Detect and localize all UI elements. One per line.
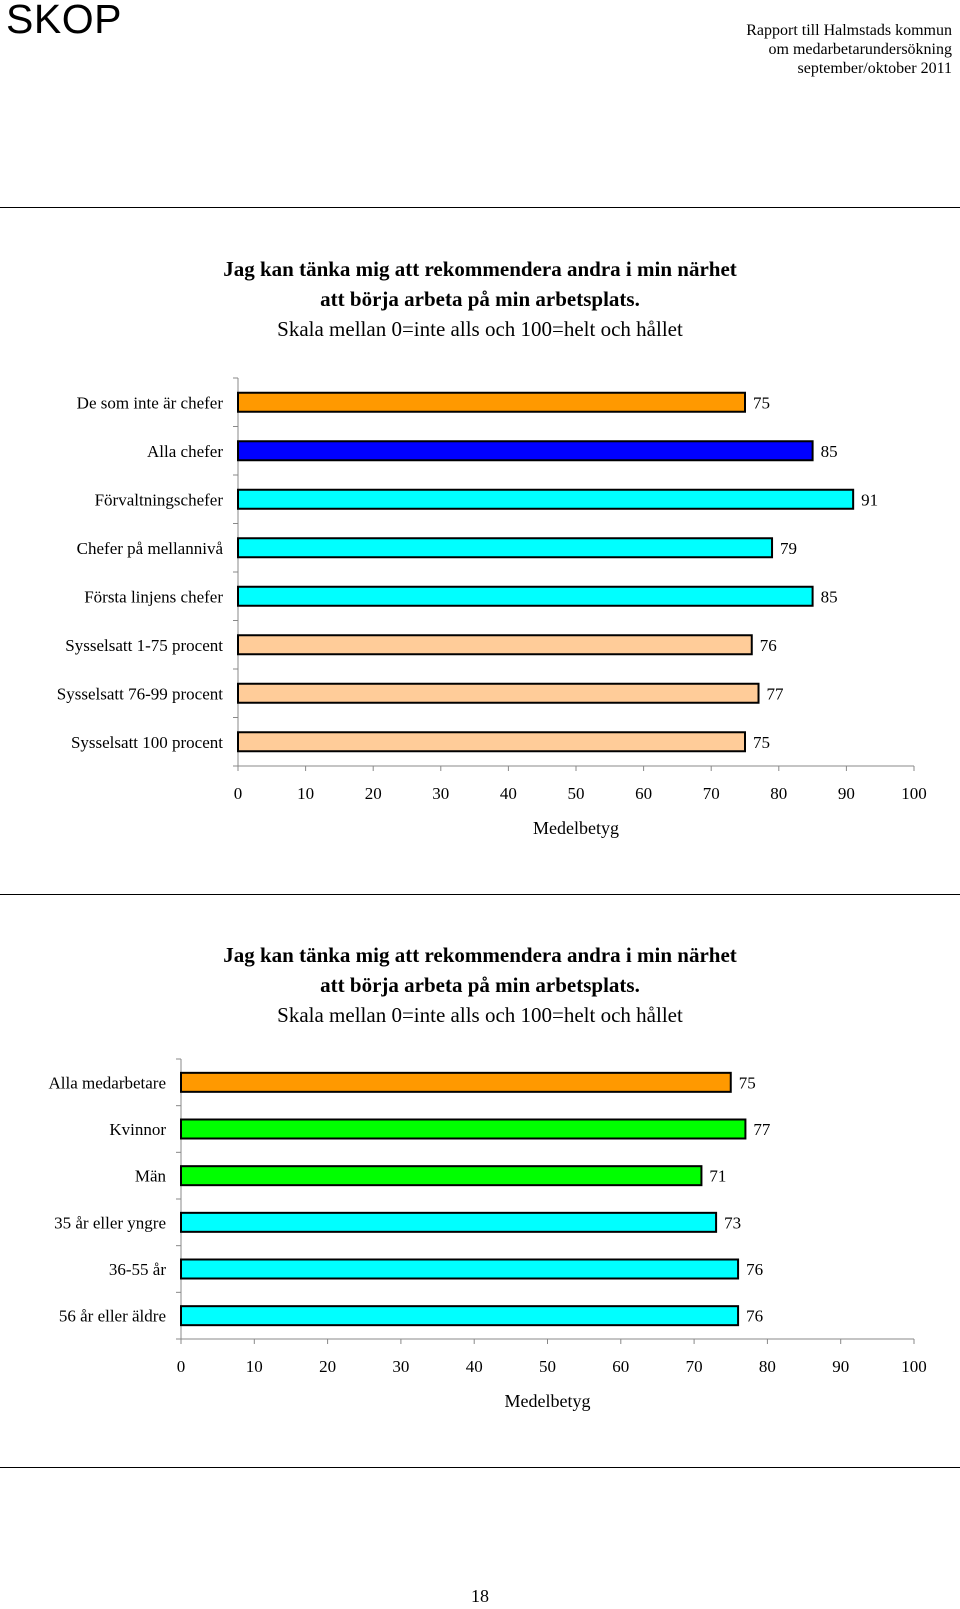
chart-title-line2: att börja arbeta på min arbetsplats. <box>320 973 640 997</box>
x-tick-label: 80 <box>770 784 787 803</box>
value-label: 73 <box>724 1213 741 1232</box>
value-label: 77 <box>767 684 785 703</box>
bar <box>237 682 760 704</box>
value-label: 79 <box>780 539 797 558</box>
x-tick-label: 60 <box>635 784 652 803</box>
chart-title: Jag kan tänka mig att rekommendera andra… <box>0 940 960 1030</box>
x-tick-label: 100 <box>901 784 927 803</box>
x-tick-label: 10 <box>246 1357 263 1376</box>
skop-logo: SKOP <box>6 0 122 42</box>
x-tick-label: 10 <box>297 784 314 803</box>
chart-title: Jag kan tänka mig att rekommendera andra… <box>0 254 960 344</box>
category-label: Förvaltningschefer <box>95 490 224 509</box>
category-label: Sysselsatt 1-75 procent <box>65 636 223 655</box>
x-tick-label: 0 <box>177 1357 186 1376</box>
value-label: 91 <box>861 490 878 509</box>
chart-gender-age: Jag kan tänka mig att rekommendera andra… <box>0 936 960 1436</box>
value-label: 76 <box>746 1260 763 1279</box>
x-tick-label: 90 <box>838 784 855 803</box>
value-label: 77 <box>753 1120 771 1139</box>
bar <box>237 537 774 559</box>
value-label: 75 <box>753 733 770 752</box>
bar <box>180 1118 747 1140</box>
category-label: Alla medarbetare <box>48 1073 166 1092</box>
bar <box>237 585 814 607</box>
category-label: Män <box>135 1167 167 1186</box>
chart-plot: 0 10 20 30 40 50 60 70 80 90 100 Medelbetyg Alla med… <box>48 1058 927 1411</box>
bar <box>180 1165 703 1187</box>
category-label: 36-55 år <box>109 1260 166 1279</box>
x-tick-label: 20 <box>365 784 382 803</box>
bar <box>180 1211 718 1233</box>
x-tick-label: 80 <box>759 1357 776 1376</box>
value-label: 85 <box>821 442 838 461</box>
chart-title-line1: Jag kan tänka mig att rekommendera andra… <box>223 943 737 967</box>
bar <box>237 440 814 462</box>
category-label: Första linjens chefer <box>84 587 223 606</box>
report-line: om medarbetarundersökning <box>768 41 953 58</box>
x-axis-title: Medelbetyg <box>505 1391 591 1411</box>
value-label: 75 <box>739 1073 756 1092</box>
report-line: september/oktober 2011 <box>797 60 952 77</box>
divider-middle <box>0 894 960 895</box>
x-tick-label: 100 <box>901 1357 927 1376</box>
x-tick-label: 70 <box>686 1357 703 1376</box>
chart-subtitle: Skala mellan 0=inte alls och 100=helt oc… <box>277 1003 683 1027</box>
x-tick-label: 40 <box>466 1357 483 1376</box>
x-tick-label: 0 <box>234 784 243 803</box>
value-label: 76 <box>760 636 777 655</box>
value-label: 71 <box>709 1167 726 1186</box>
report-line: Rapport till Halmstads kommun <box>746 22 952 39</box>
chart-subtitle: Skala mellan 0=inte alls och 100=helt oc… <box>277 317 683 341</box>
bar <box>237 488 855 510</box>
report-info: Rapport till Halmstads kommun om medarbe… <box>746 21 952 78</box>
chart-title-line2: att börja arbeta på min arbetsplats. <box>320 287 640 311</box>
x-tick-label: 70 <box>703 784 720 803</box>
x-tick-label: 30 <box>392 1357 409 1376</box>
divider-top <box>0 207 960 208</box>
x-tick-label: 50 <box>539 1357 556 1376</box>
category-label: Sysselsatt 100 procent <box>71 733 223 752</box>
x-tick-label: 50 <box>568 784 585 803</box>
category-label: Chefer på mellannivå <box>77 539 224 558</box>
x-tick-label: 30 <box>432 784 449 803</box>
divider-bottom <box>0 1467 960 1468</box>
chart-title-line1: Jag kan tänka mig att rekommendera andra… <box>223 257 737 281</box>
bar <box>180 1071 732 1093</box>
bar <box>237 391 746 413</box>
value-label: 85 <box>821 587 838 606</box>
category-label: De som inte är chefer <box>77 393 224 412</box>
chart-managers: Jag kan tänka mig att rekommendera andra… <box>0 250 960 850</box>
value-label: 76 <box>746 1307 763 1326</box>
x-tick-label: 20 <box>319 1357 336 1376</box>
x-axis-title: Medelbetyg <box>533 818 619 838</box>
chart-plot: 0 10 20 30 40 50 60 70 80 90 100 Medelbetyg De som i… <box>57 377 927 838</box>
category-label: Alla chefer <box>147 442 223 461</box>
x-tick-label: 60 <box>612 1357 629 1376</box>
category-label: Sysselsatt 76-99 procent <box>57 684 223 703</box>
category-label: 35 år eller yngre <box>54 1213 166 1232</box>
x-tick-label: 40 <box>500 784 517 803</box>
bar <box>237 731 746 753</box>
bar <box>237 634 753 656</box>
bar <box>180 1258 740 1280</box>
category-label: Kvinnor <box>109 1120 166 1139</box>
value-label: 75 <box>753 393 770 412</box>
category-label: 56 år eller äldre <box>59 1307 166 1326</box>
x-tick-label: 90 <box>832 1357 849 1376</box>
bar <box>180 1305 740 1327</box>
page-number: 18 <box>471 1586 489 1606</box>
